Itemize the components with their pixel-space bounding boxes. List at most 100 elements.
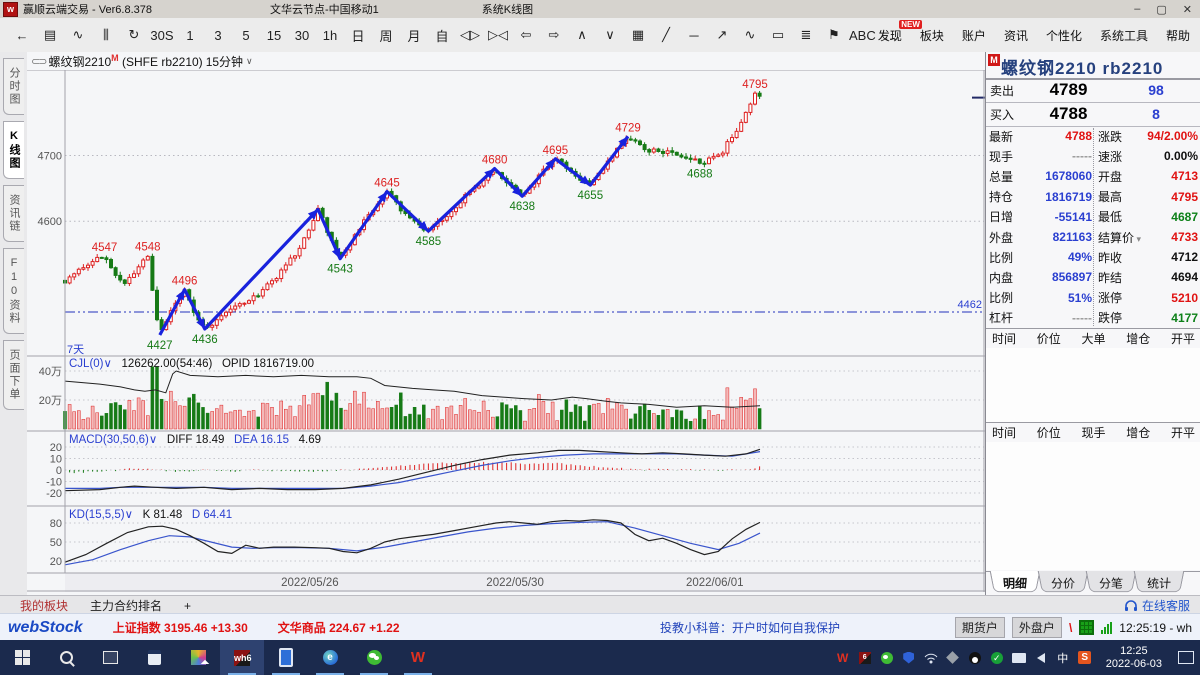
period-custom-button[interactable]: 自: [428, 23, 456, 48]
tray-wh6-icon[interactable]: 6: [858, 651, 872, 665]
field-value: 4694: [1122, 270, 1198, 284]
close-button[interactable]: ✕: [1183, 3, 1192, 16]
page-left-icon[interactable]: ⇦: [512, 24, 540, 46]
period-1h-button[interactable]: 1h: [316, 25, 344, 46]
tray-diamond-icon[interactable]: [946, 651, 960, 665]
tray-wechat-icon[interactable]: [880, 651, 894, 665]
period-week-button[interactable]: 周: [372, 23, 400, 48]
rectangle-tool-icon[interactable]: ▭: [764, 24, 792, 46]
tray-sogou-icon[interactable]: S: [1078, 651, 1092, 665]
kd-pane-header[interactable]: KD(15,5,5)∨ K 81.48 D 64.41: [69, 507, 232, 521]
zoom-in-icon[interactable]: ∧: [568, 24, 596, 46]
zoom-out-icon[interactable]: ∨: [596, 24, 624, 46]
online-service-link[interactable]: 在线客服: [1124, 597, 1190, 614]
investor-education-notice[interactable]: 投教小科普：开户时如何自我保护: [660, 619, 840, 636]
minute-chart-icon[interactable]: ∿: [64, 24, 92, 46]
quote-tab-统计[interactable]: 统计: [1134, 571, 1185, 592]
period-5min-button[interactable]: 5: [232, 25, 260, 46]
refresh-icon[interactable]: ↻: [120, 24, 148, 46]
period-month-button[interactable]: 月: [400, 23, 428, 48]
menu-account[interactable]: 账户: [962, 27, 986, 44]
quote-tab-分笔[interactable]: 分笔: [1086, 571, 1137, 592]
tray-volume-icon[interactable]: [1034, 651, 1048, 665]
minimize-button[interactable]: –: [1134, 3, 1140, 15]
volume-pane-header[interactable]: CJL(0)∨ 126262.00(54:46) OPID 1816719.00: [69, 356, 314, 370]
action-center-icon[interactable]: [1178, 651, 1194, 664]
sidebar-tab-zixun[interactable]: 资讯链: [3, 185, 24, 242]
wenhua-wh6-app[interactable]: wh6: [220, 640, 264, 675]
field-label: 内盘: [989, 269, 1013, 286]
page-right-icon[interactable]: ⇨: [540, 24, 568, 46]
bid-row[interactable]: 买入 4788 8: [986, 102, 1200, 127]
taskbar-clock[interactable]: 12:25 2022-06-03: [1106, 645, 1162, 671]
wechat-app[interactable]: [352, 640, 396, 675]
period-30min-button[interactable]: 30: [288, 25, 316, 46]
tray-wifi-icon[interactable]: [924, 651, 938, 665]
sidebar-tab-fenshi[interactable]: 分时图: [3, 58, 24, 115]
period-1min-button[interactable]: 1: [176, 25, 204, 46]
futures-account-button[interactable]: 期货户: [955, 617, 1005, 638]
macd-pane-header[interactable]: MACD(30,50,6)∨ DIFF 18.49 DEA 16.15 4.69: [69, 432, 321, 446]
bar-shrink-icon[interactable]: ▷◁: [484, 24, 512, 46]
tray-wps-icon[interactable]: W: [836, 651, 850, 665]
sidebar-tab-kline[interactable]: K线图: [3, 121, 24, 179]
maximize-button[interactable]: ▢: [1156, 3, 1166, 16]
shanghai-index-ticker[interactable]: 上证指数 3195.46 +13.30: [113, 619, 248, 636]
quote-tab-分价[interactable]: 分价: [1038, 571, 1089, 592]
candlestick-icon[interactable]: ⫼: [92, 24, 120, 46]
period-30s-button[interactable]: 30S: [148, 25, 176, 46]
wps-app[interactable]: W: [396, 640, 440, 675]
svg-text:2022/05/26: 2022/05/26: [281, 577, 339, 589]
tray-battery-icon[interactable]: [1012, 651, 1026, 665]
tick-table-body[interactable]: [986, 442, 1200, 570]
bar-expand-icon[interactable]: ◁▷: [456, 24, 484, 46]
app-window: w 赢顺云端交易 - Ver6.8.378 文华云节点-中国移动1 系统K线图 …: [0, 0, 1200, 675]
chevron-down-icon[interactable]: ∨: [246, 56, 253, 67]
period-day-button[interactable]: 日: [344, 23, 372, 48]
board-tab[interactable]: +: [182, 598, 193, 614]
menu-personalize[interactable]: 个性化: [1046, 27, 1082, 44]
tray-ime-icon[interactable]: 中: [1056, 651, 1070, 665]
menu-help[interactable]: 帮助: [1166, 27, 1190, 44]
wave-line-icon[interactable]: ∿: [736, 24, 764, 46]
tray-defender-icon[interactable]: ✓: [990, 651, 1004, 665]
task-view-icon: [103, 651, 118, 664]
wenhua-commodity-ticker[interactable]: 文华商品 224.67 +1.22: [278, 619, 400, 636]
start-button[interactable]: [0, 640, 44, 675]
back-icon[interactable]: ←: [8, 25, 36, 46]
period-3min-button[interactable]: 3: [204, 25, 232, 46]
trendline-icon[interactable]: ╱: [652, 24, 680, 46]
range-7day-label[interactable]: 7天: [67, 341, 84, 357]
calculator-app[interactable]: [132, 640, 176, 675]
abc-label-icon[interactable]: ABC: [848, 25, 877, 46]
text-note-icon[interactable]: ≣: [792, 24, 820, 46]
new-window-icon[interactable]: ▦: [624, 24, 652, 46]
quote-tab-明细[interactable]: 明细: [990, 571, 1041, 592]
arrow-line-icon[interactable]: ↗: [708, 24, 736, 46]
sidebar-tab-f10[interactable]: F10资料: [3, 248, 24, 334]
photos-app[interactable]: [176, 640, 220, 675]
overseas-account-button[interactable]: 外盘户: [1012, 617, 1062, 638]
period-15min-button[interactable]: 15: [260, 25, 288, 46]
trade-table-body[interactable]: [986, 348, 1200, 422]
menu-discover[interactable]: 发现NEW: [878, 27, 902, 44]
menu-systools[interactable]: 系统工具: [1100, 27, 1148, 44]
horizontal-line-icon[interactable]: ─: [680, 25, 708, 46]
flag-tool-icon[interactable]: ⚑: [820, 24, 848, 46]
search-button[interactable]: [44, 640, 88, 675]
your-phone-app[interactable]: [264, 640, 308, 675]
quote-board-icon[interactable]: ▤: [36, 24, 64, 46]
link-icon[interactable]: ⊂⊃: [31, 55, 45, 68]
menu-news[interactable]: 资讯: [1004, 27, 1028, 44]
chart-symbol-label[interactable]: 螺纹钢2210M (SHFE rb2210): [48, 53, 202, 70]
ask-row[interactable]: 卖出 4789 98: [986, 78, 1200, 103]
menu-board[interactable]: 板块: [920, 27, 944, 44]
contract-name-label[interactable]: 螺纹钢2210 rb2210: [1001, 54, 1163, 79]
edge-browser-app[interactable]: e: [308, 640, 352, 675]
tray-shield-icon[interactable]: [902, 651, 916, 665]
tray-qq-icon[interactable]: [968, 651, 982, 665]
chart-period-label[interactable]: 15分钟: [206, 53, 243, 70]
field-label: 现手: [989, 148, 1013, 165]
sidebar-tab-order[interactable]: 页面下单: [3, 340, 24, 410]
task-view-button[interactable]: [88, 640, 132, 675]
